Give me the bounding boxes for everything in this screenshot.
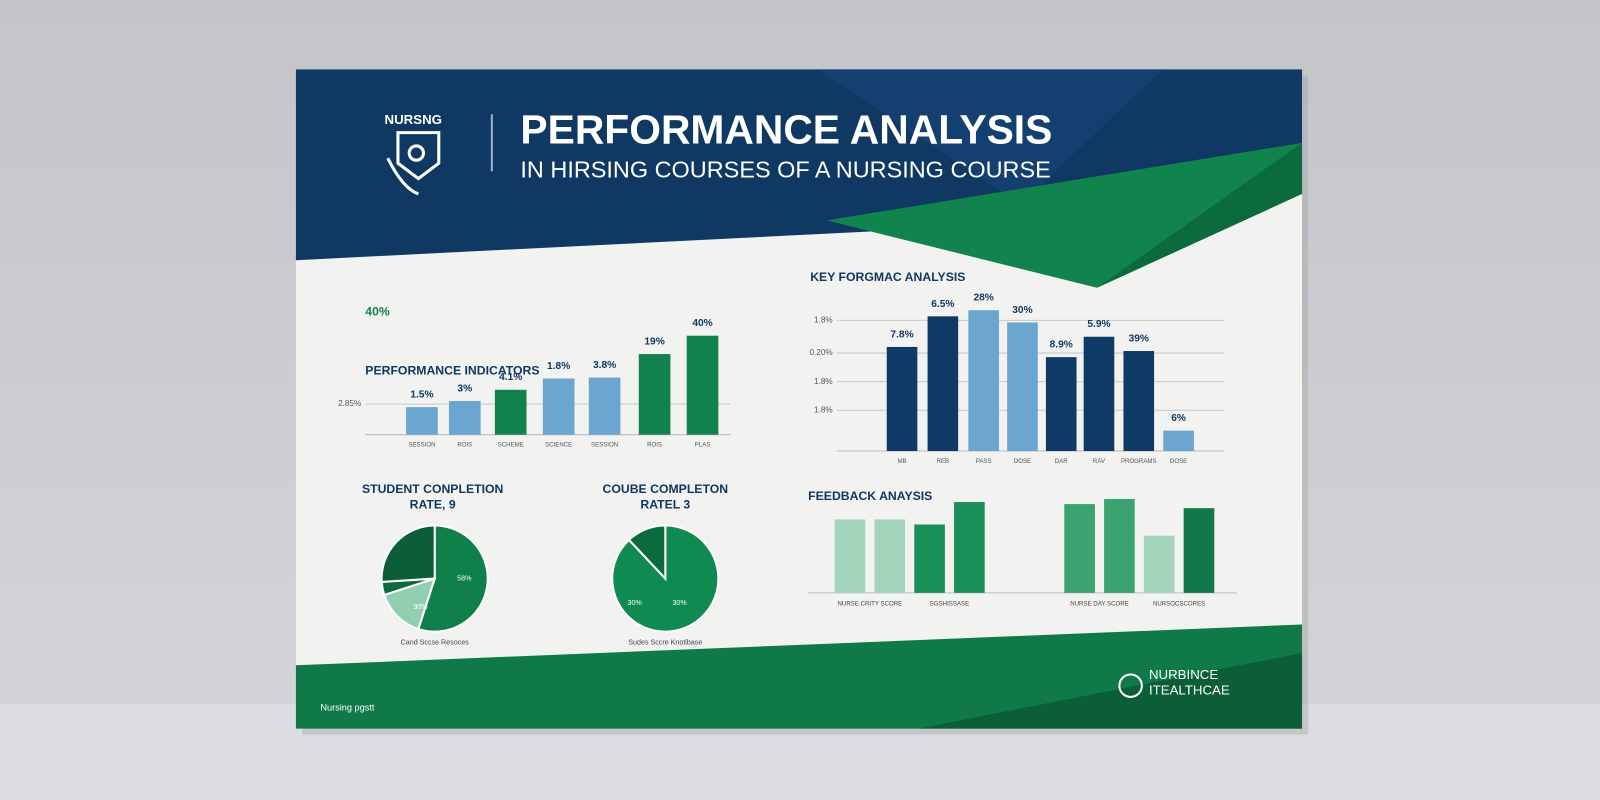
- header-facet: [816, 69, 1164, 205]
- bar-label: 6.5%: [931, 299, 954, 310]
- slice-label: 30%: [672, 599, 687, 607]
- bar: [954, 502, 985, 593]
- chart-subtitle: RATEL 3: [640, 497, 690, 511]
- footer-logo-icon: [1118, 673, 1143, 698]
- x-tick-label: RAV: [1093, 458, 1106, 465]
- bar: [1083, 336, 1115, 452]
- bar: [1104, 498, 1135, 593]
- bar: [874, 519, 906, 593]
- pie-legend: Sudes Sccre Knotibase: [628, 639, 702, 647]
- slice-label: 58%: [457, 574, 472, 582]
- subtitle: IN HIRSING COURSES OF A NURSING COURSE: [520, 157, 1050, 183]
- bar: [927, 316, 959, 452]
- chart-subtitle: RATE, 9: [410, 497, 456, 511]
- x-tick-label: ROIS: [457, 442, 472, 449]
- x-tick-label: SCIENCE: [545, 442, 572, 449]
- x-tick-label: REB: [937, 458, 950, 465]
- bar-label: 3%: [457, 383, 472, 394]
- x-tick-label: SGSHISSASE: [930, 601, 969, 608]
- chart-title: COUBE COMPLETON: [603, 482, 729, 496]
- y-tick-label: 0.20%: [810, 348, 833, 357]
- bar-label: 39%: [1129, 333, 1149, 344]
- chart-title: STUDENT CONPLETION: [362, 482, 504, 496]
- x-tick-label: DOSE: [1014, 458, 1031, 465]
- footer-note: Nursing pgstt: [320, 703, 374, 713]
- bar-label: 28%: [973, 293, 993, 304]
- bar-label: 3.8%: [593, 360, 616, 371]
- x-tick-label: SCHEME: [498, 442, 524, 449]
- bar: [1183, 508, 1215, 593]
- bar: [638, 354, 671, 435]
- bar: [834, 519, 866, 593]
- x-tick-label: ROIS: [647, 442, 662, 449]
- x-tick-label: NURSE CRITY SCORE: [838, 601, 903, 608]
- x-tick-label: PROGRAMS: [1121, 458, 1157, 465]
- slice-label: 30%: [628, 599, 643, 607]
- bar: [886, 346, 918, 452]
- logo-text: NURSNG: [385, 112, 442, 127]
- x-tick-label: DAR: [1055, 458, 1068, 465]
- bar: [494, 389, 527, 435]
- x-tick-label: PASS: [976, 458, 992, 465]
- y-tick-label: 1.8%: [814, 377, 833, 386]
- bar: [1143, 535, 1175, 593]
- header-green: [826, 142, 1303, 288]
- y-tick-label: 2.85%: [338, 399, 361, 408]
- bar: [542, 378, 575, 435]
- bar-label: 8.9%: [1050, 340, 1073, 351]
- bar-label: 5.9%: [1087, 319, 1110, 330]
- bar-label: 30%: [1012, 305, 1032, 316]
- x-tick-label: MB: [897, 458, 906, 465]
- bar: [448, 401, 481, 435]
- bar-label: 19%: [644, 337, 664, 348]
- chart-title: KEY FORGMAC ANALYSIS: [810, 270, 965, 284]
- bar: [588, 377, 621, 435]
- bar: [406, 407, 438, 435]
- x-tick-label: NURSE DAY SCORE: [1070, 601, 1129, 608]
- bar-label: 7.8%: [890, 329, 913, 340]
- bar: [1163, 430, 1194, 452]
- chart-subtitle: 40%: [365, 304, 390, 318]
- x-tick-label: DOSE: [1170, 458, 1187, 465]
- x-tick-label: NURSOCSCORES: [1153, 601, 1205, 608]
- bar: [914, 524, 945, 593]
- bar: [968, 310, 999, 452]
- pie-legend: Cand Sccse Resoces: [401, 639, 470, 647]
- footer-brand: NURBINCE: [1149, 667, 1218, 682]
- pie-slice: [380, 524, 436, 583]
- bar-label: 6%: [1171, 413, 1186, 424]
- title: PERFORMANCE ANALYSIS: [520, 106, 1052, 152]
- chart-title: PERFORMANCE INDICATORS: [365, 364, 539, 378]
- bar-label: 40%: [692, 318, 712, 329]
- logo-icon: [386, 131, 441, 196]
- bar: [1123, 351, 1155, 452]
- bar: [1007, 322, 1038, 452]
- bar: [1045, 357, 1077, 452]
- y-tick-label: 1.8%: [814, 405, 833, 414]
- chart-title: FEEDBACK ANAYSIS: [808, 489, 932, 503]
- bar: [1064, 504, 1095, 593]
- x-tick-label: SESSION: [408, 442, 435, 449]
- x-tick-label: PLAS: [695, 442, 711, 449]
- header-green-dark: [1096, 142, 1303, 288]
- bar-label: 1.5%: [410, 390, 433, 401]
- bar-label: 1.8%: [547, 361, 570, 372]
- x-tick-label: SESSION: [591, 442, 618, 449]
- footer-band: [295, 624, 1303, 729]
- pie-slice: [627, 524, 667, 582]
- footer-brand-sub: ITEALTHCAE: [1149, 682, 1230, 697]
- slice-label: 30%: [413, 603, 428, 611]
- bar: [686, 335, 719, 435]
- y-tick-label: 1.8%: [814, 316, 833, 325]
- bar-label: 4.1%: [499, 372, 522, 383]
